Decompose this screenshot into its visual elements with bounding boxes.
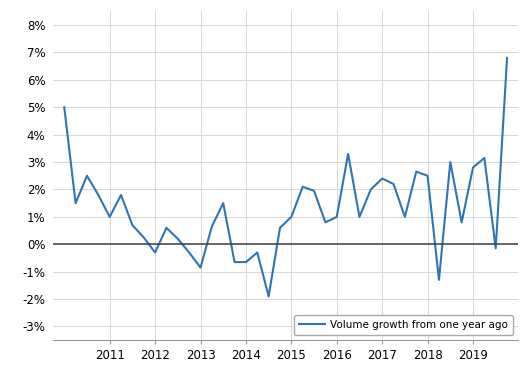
Volume growth from one year ago [266, 294, 272, 299]
Volume growth from one year ago [277, 226, 283, 230]
Volume growth from one year ago [368, 187, 374, 192]
Volume growth from one year ago [390, 182, 397, 186]
Line: Volume growth from one year ago: Volume growth from one year ago [64, 58, 507, 296]
Volume growth from one year ago [175, 237, 181, 241]
Volume growth from one year ago [357, 215, 363, 219]
Volume growth from one year ago [379, 176, 385, 181]
Volume growth from one year ago [481, 156, 488, 160]
Volume growth from one year ago [334, 215, 340, 219]
Volume growth from one year ago [118, 193, 124, 197]
Volume growth from one year ago [141, 235, 147, 240]
Volume growth from one year ago [322, 220, 329, 225]
Volume growth from one year ago [129, 223, 135, 228]
Volume growth from one year ago [492, 246, 499, 251]
Volume growth from one year ago [413, 169, 419, 174]
Volume growth from one year ago [311, 189, 317, 193]
Volume growth from one year ago [299, 184, 306, 189]
Volume growth from one year ago [220, 201, 226, 206]
Volume growth from one year ago [447, 160, 453, 164]
Volume growth from one year ago [243, 260, 249, 264]
Volume growth from one year ago [197, 265, 204, 270]
Volume growth from one year ago [208, 224, 215, 229]
Volume growth from one year ago [424, 174, 431, 178]
Volume growth from one year ago [106, 215, 113, 219]
Volume growth from one year ago [186, 250, 193, 255]
Volume growth from one year ago [345, 152, 351, 156]
Volume growth from one year ago [84, 174, 90, 178]
Volume growth from one year ago [95, 193, 102, 197]
Volume growth from one year ago [72, 201, 79, 206]
Volume growth from one year ago [459, 220, 465, 225]
Volume growth from one year ago [288, 215, 295, 219]
Volume growth from one year ago [231, 260, 238, 264]
Volume growth from one year ago [436, 277, 442, 282]
Volume growth from one year ago [470, 165, 476, 170]
Volume growth from one year ago [152, 250, 158, 255]
Volume growth from one year ago [504, 56, 510, 60]
Volume growth from one year ago [61, 105, 67, 110]
Volume growth from one year ago [163, 226, 170, 230]
Legend: Volume growth from one year ago: Volume growth from one year ago [294, 314, 513, 335]
Volume growth from one year ago [402, 215, 408, 219]
Volume growth from one year ago [254, 250, 260, 255]
